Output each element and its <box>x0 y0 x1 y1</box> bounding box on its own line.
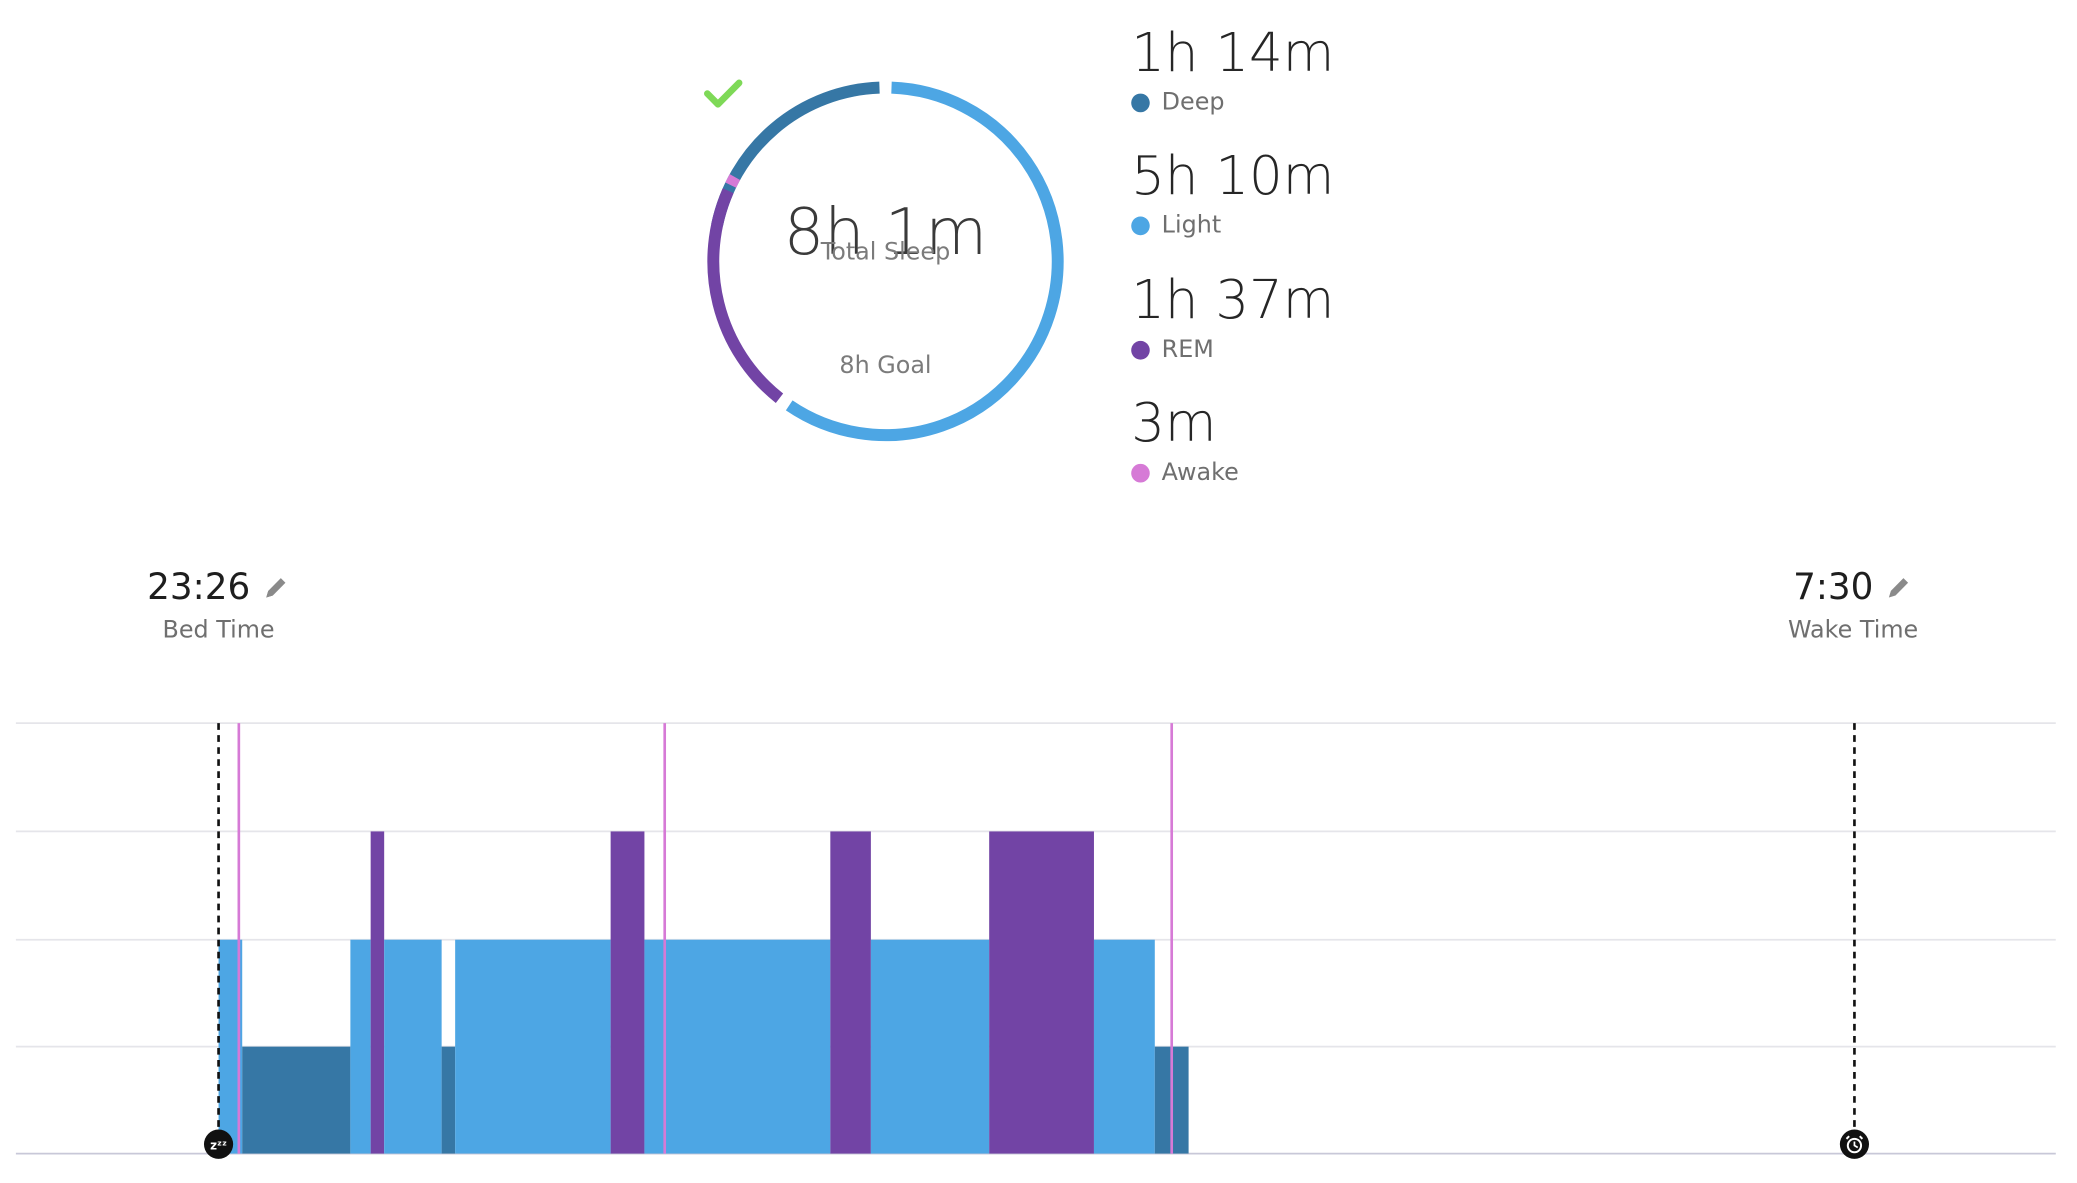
donut-arc-rem <box>707 188 784 403</box>
stage-bar-rem <box>370 831 385 1154</box>
stage-bar-rem <box>610 831 645 1154</box>
stage-bar-deep <box>441 1046 456 1154</box>
bed-time-value: 23:26 <box>147 566 251 609</box>
stage-bar-light <box>455 939 611 1154</box>
total-sleep-label: Total Sleep <box>820 237 951 267</box>
bed-time-row: 23:26 <box>147 567 290 608</box>
bed-time-label: Bed Time <box>162 616 275 645</box>
stage-light-legend: Light <box>1131 211 1528 239</box>
stage-bar-light <box>1093 939 1155 1154</box>
sleep-stage-chart: zᶻᶻ <box>15 722 2056 1159</box>
stage-rem-label: REM <box>1161 335 1214 364</box>
stage-awake-label: Awake <box>1161 458 1239 487</box>
stage-bar-deep <box>242 1046 351 1154</box>
stage-bar-light <box>644 939 831 1154</box>
stage-deep-legend: Deep <box>1131 88 1528 116</box>
stage-awake-legend: Awake <box>1131 458 1528 487</box>
stage-awake: 3m Awake <box>1131 397 1528 487</box>
wake-time-row: 7:30 <box>1793 567 1913 608</box>
svg-text:zᶻᶻ: zᶻᶻ <box>210 1139 227 1153</box>
stage-rem: 1h 37m REM <box>1131 274 1528 364</box>
stage-light-value: 5h 10m <box>1131 145 1335 208</box>
wake-time: 7:30 Wake Time <box>1775 567 1931 645</box>
stage-bar-rem <box>989 831 1094 1154</box>
wake-time-value: 7:30 <box>1793 566 1874 609</box>
sleep-zzz-icon: zᶻᶻ <box>203 1129 234 1159</box>
stage-rem-legend: REM <box>1131 336 1528 364</box>
stage-deep-label: Deep <box>1161 88 1225 117</box>
total-sleep-value: 8h 1m <box>783 195 988 271</box>
rem-dot-icon <box>1131 340 1150 359</box>
wake-time-label: Wake Time <box>1788 616 1919 645</box>
stage-rem-value: 1h 37m <box>1131 270 1335 332</box>
bed-time-pencil-icon[interactable] <box>261 573 290 602</box>
sleep-goal-label: 8h Goal <box>839 351 932 380</box>
sleep-donut: 8h 1m Total Sleep 8h Goal <box>703 78 1067 446</box>
stage-light-label: Light <box>1161 211 1222 240</box>
donut-arc-light <box>785 81 1064 442</box>
deep-dot-icon <box>1131 92 1150 112</box>
stage-deep-value: 1h 14m <box>1131 22 1335 85</box>
stage-bar-light <box>350 939 371 1154</box>
stage-bar-light <box>384 939 442 1154</box>
goal-check-icon <box>704 79 743 108</box>
wake-time-pencil-icon[interactable] <box>1884 573 1913 602</box>
awake-dot-icon <box>1131 463 1150 482</box>
stage-bar-rem <box>830 831 871 1154</box>
bed-time: 23:26 Bed Time <box>139 567 298 645</box>
stage-light: 5h 10m Light <box>1131 145 1528 239</box>
stage-bar-light <box>870 939 990 1154</box>
sleep-donut-ring <box>707 81 1064 442</box>
light-dot-icon <box>1131 215 1150 235</box>
stage-awake-value: 3m <box>1131 392 1217 455</box>
stage-deep: 1h 14m Deep <box>1131 22 1528 116</box>
alarm-clock-icon <box>1839 1129 1870 1159</box>
stage-bar-light <box>218 939 243 1154</box>
donut-arc-awake <box>725 174 741 188</box>
